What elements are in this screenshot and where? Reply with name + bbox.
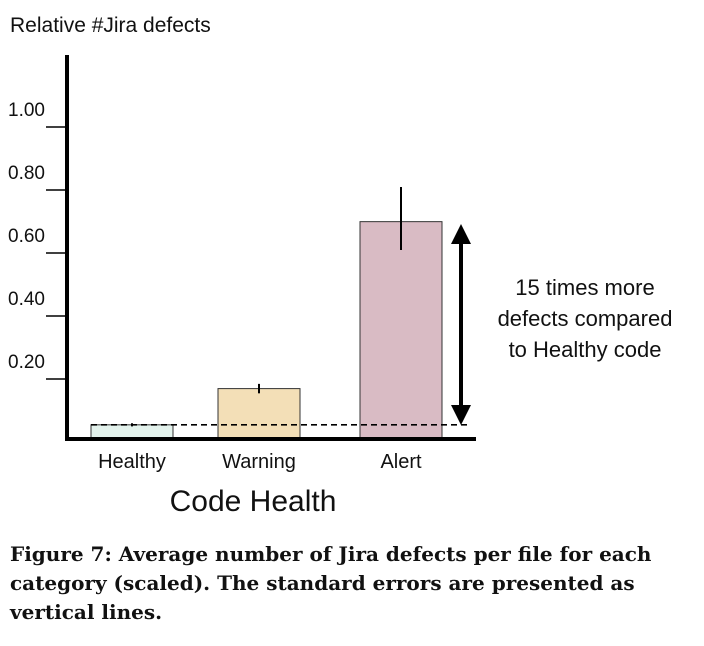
y-tick-label: 0.60 [8, 226, 45, 247]
y-tick-label: 0.40 [8, 289, 45, 310]
x-tick-labels: Healthy Warning Alert [98, 451, 422, 473]
annotation-line-3: to Healthy code [509, 337, 662, 362]
bar-chart: Relative #Jira defects 1.00 0.80 0.60 0.40 0… [8, 14, 673, 518]
y-ticks: 1.00 0.80 0.60 0.40 0.20 [8, 100, 67, 380]
bar-alert [359, 221, 443, 440]
bar-warning [217, 388, 301, 440]
y-tick-label: 1.00 [8, 100, 45, 121]
comparison-arrow [451, 224, 471, 425]
x-tick-label: Warning [222, 451, 296, 473]
x-axis-label: Code Health [170, 485, 337, 518]
bar-healthy [90, 424, 174, 440]
figure-caption: Figure 7: Average number of Jira defects… [10, 542, 652, 624]
x-tick-label: Healthy [98, 451, 166, 473]
y-tick-label: 0.20 [8, 352, 45, 373]
chart-title: Relative #Jira defects [10, 14, 211, 37]
x-tick-label: Alert [380, 451, 422, 473]
bars [90, 221, 443, 440]
annotation-line-2: defects compared [498, 306, 673, 331]
annotation-line-1: 15 times more [515, 275, 654, 300]
y-tick-label: 0.80 [8, 163, 45, 184]
